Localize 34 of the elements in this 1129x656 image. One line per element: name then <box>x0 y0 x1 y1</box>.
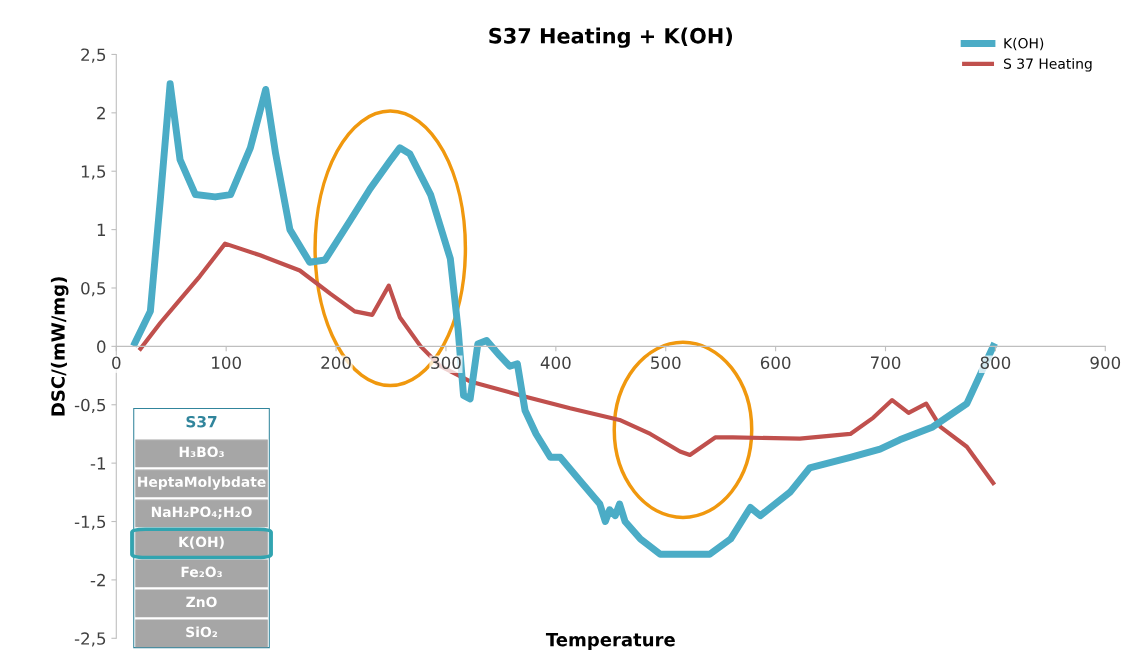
x-tick-label: 500 <box>651 356 681 369</box>
y-tick-label: 0 <box>97 340 106 353</box>
y-tick-label: -1 <box>90 457 106 470</box>
y-tick-label: -1,5 <box>74 515 106 530</box>
y-tick-label: 2 <box>97 106 105 120</box>
x-tick-label: 900 <box>1090 356 1121 369</box>
x-tick-label: 400 <box>540 356 571 369</box>
x-tick-label: 600 <box>760 356 791 369</box>
annotation: SiO₂ <box>186 626 218 638</box>
annotation: NaH₂PO₄;H₂O <box>151 506 252 519</box>
y-tick-label: -2,5 <box>74 632 106 647</box>
x-tick-label: 100 <box>212 356 241 369</box>
y-tick-label: 2,5 <box>81 48 106 63</box>
x-tick-label: 800 <box>980 356 1011 369</box>
chart-title: S37 Heating + K(OH) <box>489 27 733 48</box>
y-tick-label: -2 <box>90 573 105 587</box>
annotation: S37 <box>186 415 217 428</box>
annotation: K(OH) <box>179 536 224 549</box>
x-tick-label: 0 <box>112 356 121 369</box>
y-tick-label: 1,5 <box>81 165 106 180</box>
annotation: ZnO <box>186 596 217 608</box>
x-axis-title: Temperature <box>545 633 675 650</box>
legend-label: S 37 Heating <box>1003 58 1092 72</box>
x-tick-label: 200 <box>321 356 351 369</box>
y-tick-label: -0,5 <box>74 398 106 414</box>
annotation: HeptaMolybdate <box>138 476 266 490</box>
annotation: Fe₂O₃ <box>181 566 222 578</box>
annotation: H₃BO₃ <box>179 446 224 458</box>
legend-label: K(OH) <box>1004 37 1044 51</box>
y-tick-label: 0,5 <box>81 281 106 297</box>
y-tick-label: 1 <box>97 223 106 236</box>
y-axis-title: DSC/(mW/mg) <box>50 277 69 416</box>
x-tick-label: 700 <box>870 356 901 369</box>
x-tick-label: 300 <box>431 356 461 369</box>
